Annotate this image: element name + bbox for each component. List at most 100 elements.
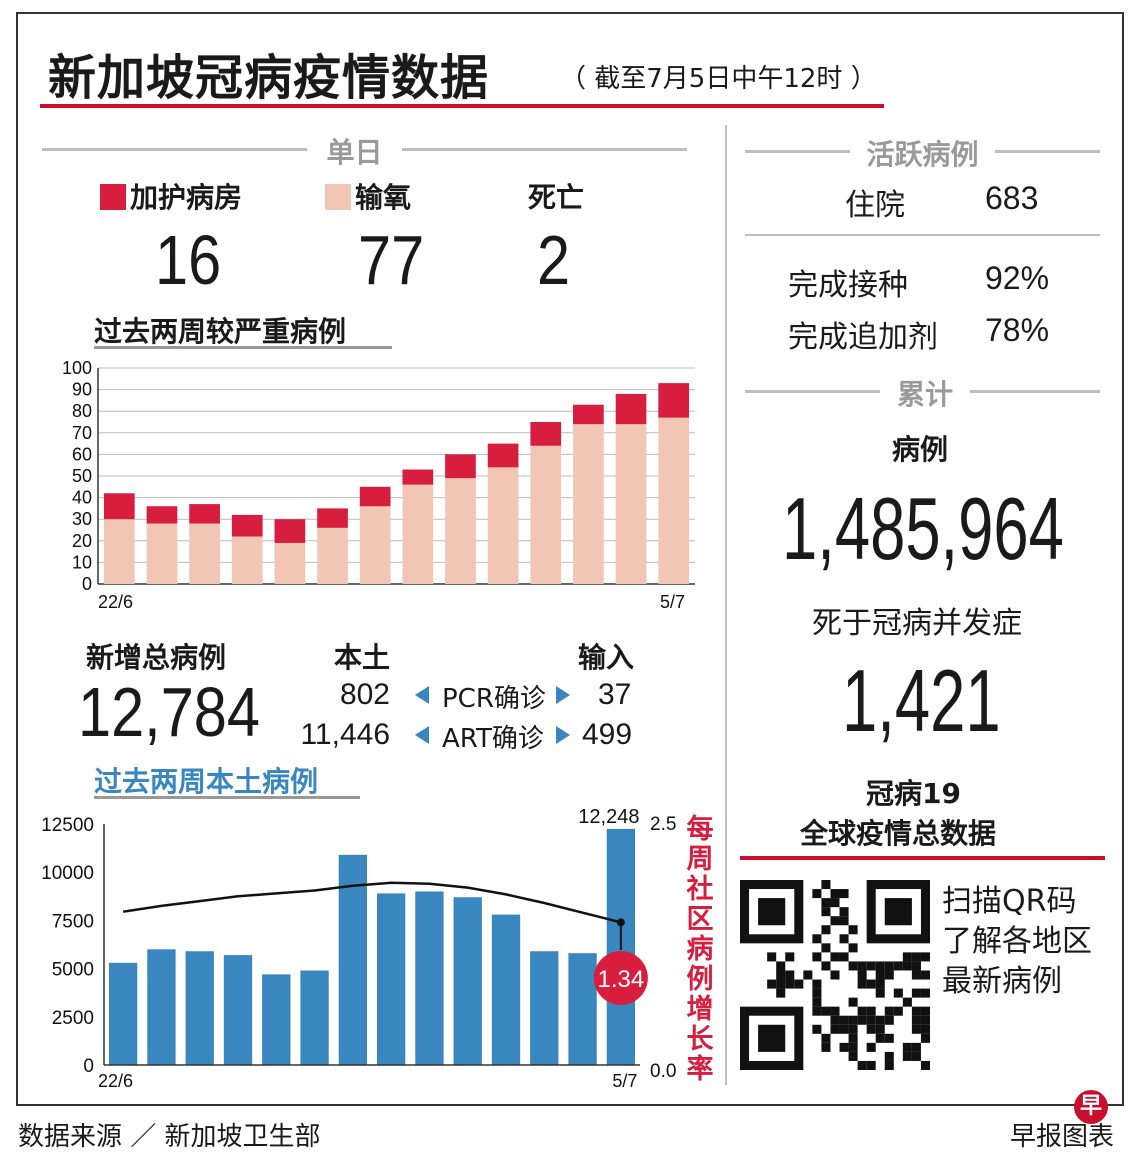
severe-chart-title: 过去两周较严重病例	[94, 315, 347, 348]
booster-value: 78%	[985, 312, 1050, 348]
cumulative-cases-label: 病例	[892, 433, 949, 466]
severe-y-tick: 60	[72, 444, 92, 464]
severe-y-tick: 20	[72, 531, 92, 551]
zaobao-logo-icon: 早	[1074, 1090, 1108, 1124]
last-bar-label: 12,248	[578, 806, 639, 828]
page-title: 新加坡冠病疫情数据	[48, 50, 490, 106]
local-bar	[568, 953, 597, 1065]
severe-bar-icu	[103, 493, 135, 520]
local-bar	[300, 970, 329, 1065]
local-bar	[415, 891, 444, 1065]
pcr-imported-value: 37	[598, 678, 632, 711]
severe-bar-oxygen	[530, 445, 562, 584]
new-total-value: 12,784	[78, 673, 260, 751]
imported-label: 输入	[578, 641, 635, 674]
deaths-label: 死亡	[528, 181, 585, 214]
severe-bar-icu	[615, 393, 647, 425]
qr-line-2: 了解各地区	[942, 924, 1092, 959]
local-bar	[108, 962, 138, 1065]
secondary-axis-label-char: 率	[687, 1053, 714, 1085]
qr-line-3: 最新病例	[942, 964, 1062, 999]
local-bar	[338, 854, 368, 1065]
severe-y-tick: 90	[72, 380, 92, 400]
severe-y-tick: 100	[62, 358, 92, 378]
data-source: 数据来源 ／ 新加坡卫生部	[18, 1122, 321, 1152]
page-subtitle: （ 截至7月5日中午12时 ）	[560, 64, 877, 94]
secondary-bottom-tick: 0.0	[650, 1061, 676, 1082]
global-underline	[740, 856, 1105, 860]
active-rule-left	[745, 150, 850, 153]
secondary-axis-label-char: 病	[687, 934, 714, 965]
daily-section-title: 单日	[326, 136, 383, 169]
global-title-line2: 全球疫情总数据	[800, 817, 997, 850]
severe-y-tick: 80	[72, 401, 92, 421]
severe-x-first-label: 22/6	[98, 592, 133, 612]
art-method-label: ART确诊	[442, 724, 544, 754]
infographic-frame	[16, 12, 1124, 1106]
local-bar	[185, 951, 214, 1065]
secondary-axis-label-char: 例	[687, 964, 714, 995]
severe-bar-oxygen	[103, 519, 135, 584]
left-arrow-icon	[415, 686, 429, 704]
cumulative-rule-left	[745, 390, 880, 393]
growth-rate-line	[122, 881, 622, 924]
local-y-tick: 12500	[41, 815, 94, 836]
daily-rule-left	[42, 148, 307, 151]
severe-bar-icu	[487, 443, 519, 468]
severe-bar-icu	[231, 514, 263, 537]
local-bar	[376, 893, 406, 1065]
severe-bar-oxygen	[615, 424, 647, 584]
cumulative-section-title: 累计	[896, 378, 953, 411]
severe-bar-icu	[402, 469, 434, 485]
severe-y-tick: 40	[72, 488, 92, 508]
active-rule-right	[995, 150, 1100, 153]
severe-y-tick: 30	[72, 509, 92, 529]
art-local-value: 11,446	[300, 718, 390, 751]
severe-y-tick: 0	[82, 574, 92, 594]
oxygen-value: 77	[358, 221, 425, 299]
active-section-title: 活跃病例	[866, 138, 979, 171]
hospital-value: 683	[985, 180, 1039, 216]
severe-bar-icu	[146, 506, 178, 524]
right-arrow-icon	[556, 686, 570, 704]
local-chart-title-underline	[94, 796, 360, 799]
severe-bar-oxygen	[317, 527, 348, 584]
local-bar	[223, 955, 253, 1065]
severe-bar-oxygen	[573, 424, 604, 584]
hospital-label: 住院	[845, 188, 905, 223]
pcr-method-label: PCR确诊	[442, 684, 546, 714]
local-bar	[530, 951, 559, 1065]
icu-value: 16	[155, 221, 222, 299]
severe-bar-oxygen	[487, 467, 519, 584]
severe-chart-title-underline	[94, 346, 392, 349]
secondary-axis-label-char: 周	[687, 844, 714, 875]
daily-rule-right	[402, 148, 687, 151]
icu-label: 加护病房	[100, 176, 242, 216]
local-y-tick: 2500	[52, 1008, 94, 1029]
left-arrow-icon	[415, 726, 429, 744]
qr-code-icon[interactable]	[740, 880, 930, 1070]
cumulative-rule-right	[970, 390, 1100, 393]
graphic-credit: 早报图表	[1010, 1122, 1115, 1152]
severe-bar-icu	[274, 519, 306, 543]
severe-bar-icu	[445, 454, 476, 479]
global-title-line1: 冠病19	[866, 777, 961, 810]
severe-bar-oxygen	[445, 478, 476, 584]
local-bar	[453, 897, 482, 1065]
severe-y-tick: 10	[72, 552, 92, 572]
growth-rate-callout	[593, 951, 648, 1005]
severe-bar-icu	[189, 504, 220, 524]
local-bar	[147, 949, 176, 1065]
local-y-tick: 5000	[52, 960, 94, 981]
vaccinated-value: 92%	[985, 260, 1050, 296]
deaths-value: 2	[537, 221, 571, 299]
title-underline	[40, 104, 884, 108]
right-arrow-icon	[556, 726, 570, 744]
growth-rate-callout-text: 1.34	[597, 966, 644, 993]
cumulative-deaths-label: 死于冠病并发症	[812, 606, 1022, 641]
severe-bar-icu	[359, 486, 391, 507]
oxygen-swatch-icon	[325, 184, 351, 210]
local-bar	[262, 974, 291, 1065]
local-chart-title: 过去两周本土病例	[94, 765, 319, 798]
